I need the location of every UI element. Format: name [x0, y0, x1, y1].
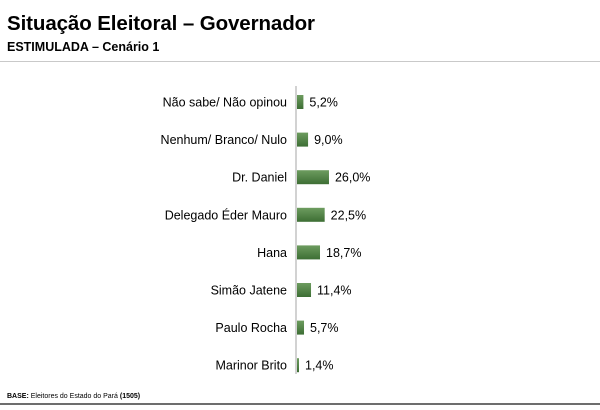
value-label-hana: 18,7% [326, 246, 361, 260]
value-label-marinor-brito: 1,4% [305, 359, 334, 373]
category-label-simao-jatene: Simão Jatene [211, 284, 287, 298]
bar-nenhum-branco-nulo [297, 132, 309, 147]
value-label-nao-sabe-nao-opinou: 5,2% [309, 96, 338, 110]
category-label-marinor-brito: Marinor Brito [215, 359, 287, 373]
category-label-nao-sabe-nao-opinou: Não sabe/ Não opinou [163, 96, 287, 110]
footer-divider [0, 403, 600, 405]
bar-chart: Não sabe/ Não opinou 5,2% Nenhum/ Branco/ … [161, 86, 370, 374]
value-label-delegado-eder-mauro: 22,5% [331, 208, 366, 222]
base-footnote: BASE: Eleitores do Estado do Pará (1505) [7, 393, 140, 400]
category-label-nenhum-branco-nulo: Nenhum/ Branco/ Nulo [161, 133, 288, 147]
category-label-dr-daniel: Dr. Daniel [232, 171, 287, 185]
base-label: BASE: [7, 393, 29, 400]
category-label-hana: Hana [257, 246, 287, 260]
bar-nao-sabe-nao-opinou [297, 95, 304, 109]
chart-title: Situação Eleitoral – Governador [7, 12, 315, 35]
bar-simao-jatene [297, 283, 312, 297]
value-label-paulo-rocha: 5,7% [310, 321, 339, 335]
bar-marinor-brito [297, 358, 299, 373]
chart-subtitle: ESTIMULADA – Cenário 1 [7, 40, 160, 54]
category-label-delegado-eder-mauro: Delegado Éder Mauro [165, 207, 287, 222]
category-label-paulo-rocha: Paulo Rocha [215, 321, 287, 335]
bar-hana [297, 245, 321, 260]
bar-paulo-rocha [297, 320, 305, 335]
value-label-simao-jatene: 11,4% [317, 284, 352, 298]
bar-delegado-eder-mauro [297, 207, 325, 222]
value-label-dr-daniel: 26,0% [335, 171, 370, 185]
base-text: Eleitores do Estado do Pará [30, 393, 118, 400]
bar-dr-daniel [297, 170, 329, 185]
value-label-nenhum-branco-nulo: 9,0% [314, 133, 343, 147]
header-divider [0, 61, 600, 62]
base-count: (1505) [119, 393, 141, 400]
